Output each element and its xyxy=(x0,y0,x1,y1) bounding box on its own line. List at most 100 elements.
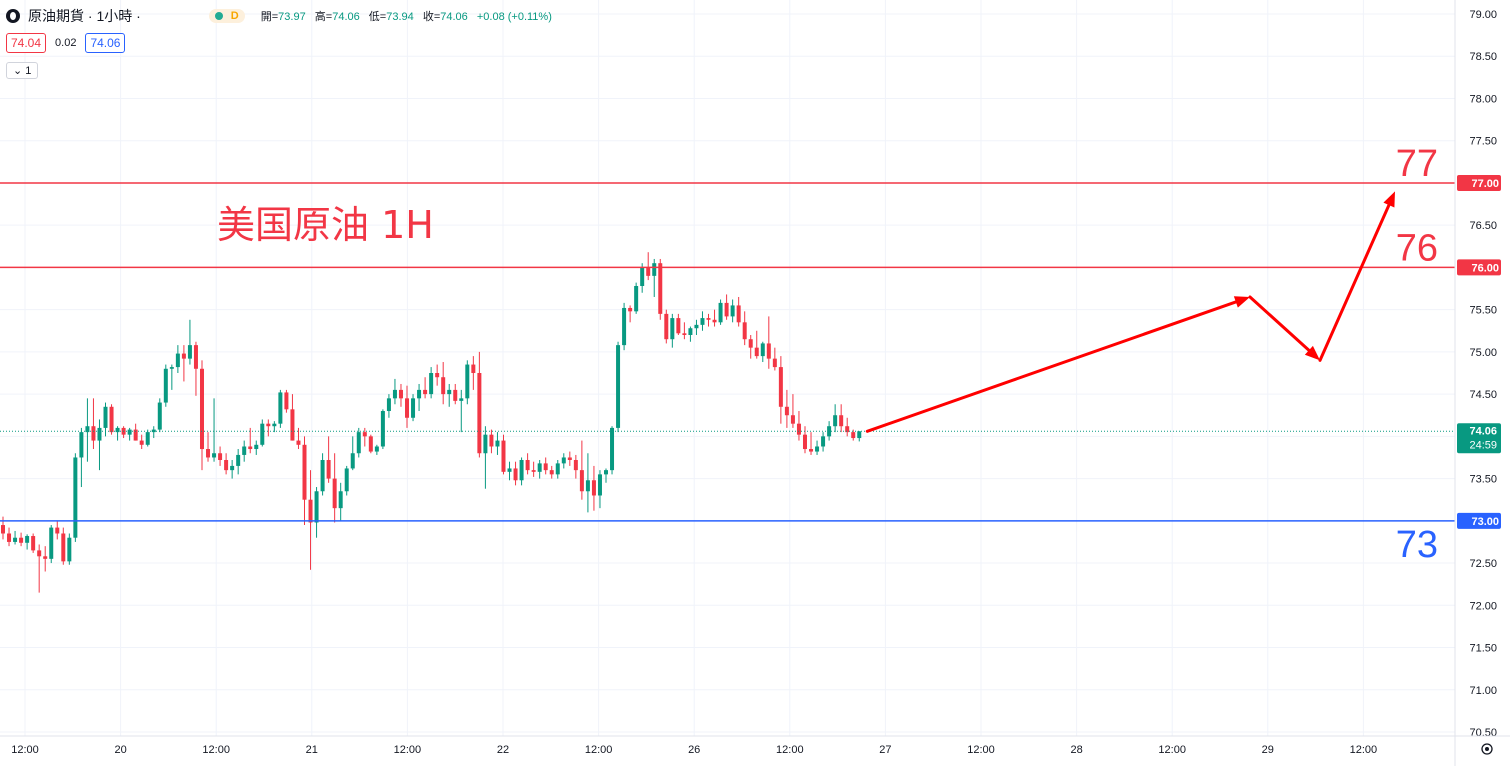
time-tick-label: 27 xyxy=(879,744,891,756)
candle-body xyxy=(796,423,801,435)
candle-body xyxy=(712,319,717,323)
price-tick-label: 75.00 xyxy=(1469,347,1497,359)
candle-body xyxy=(417,389,422,399)
forecast-segment xyxy=(865,300,1238,433)
candle-body xyxy=(616,345,621,428)
symbol-legend: 原油期貨 · 1小時 · D 開=73.97 高=74.06 低=73.94 收… xyxy=(6,6,558,26)
candle-body xyxy=(139,440,144,445)
time-tick-label: 12:00 xyxy=(11,744,39,756)
candle-body xyxy=(591,480,596,496)
candle-body xyxy=(272,423,277,427)
last-price-tag[interactable] xyxy=(1457,423,1501,454)
time-tick-label: 12:00 xyxy=(967,744,995,756)
candle-body xyxy=(109,406,114,433)
candle-body xyxy=(507,468,512,472)
candle-body xyxy=(465,364,470,399)
candle-body xyxy=(561,457,566,464)
candle-body xyxy=(212,453,217,458)
market-open-icon xyxy=(214,12,223,20)
candle-body xyxy=(73,457,78,538)
level-price-label: 73.00 xyxy=(1471,516,1499,528)
candle-body xyxy=(664,313,669,340)
candle-body xyxy=(260,423,265,445)
chart-grid xyxy=(0,0,1455,736)
candle-body xyxy=(694,324,699,329)
candle-body xyxy=(730,305,735,317)
chart-title: 美国原油 1H xyxy=(217,203,434,247)
candle-body xyxy=(380,411,385,447)
candle-body xyxy=(851,432,856,439)
price-tick-label: 78.00 xyxy=(1469,93,1497,105)
candle-body xyxy=(199,368,204,450)
price-tick-label: 73.50 xyxy=(1469,474,1497,486)
candle-body xyxy=(809,449,814,452)
candle-body xyxy=(742,322,747,340)
candle-body xyxy=(236,454,241,466)
candle-body xyxy=(429,373,434,395)
symbol-title[interactable]: 原油期貨 · 1小時 · xyxy=(28,8,141,24)
candle-body xyxy=(736,305,741,323)
candle-body xyxy=(839,415,844,427)
candle-body xyxy=(845,426,850,433)
candle-body xyxy=(676,318,681,334)
candle-body xyxy=(19,537,24,543)
forecast-arrowhead xyxy=(1383,191,1395,208)
candle-body xyxy=(163,368,168,403)
candle-body xyxy=(441,377,446,395)
horizontal-levels[interactable]: 77 76 73 xyxy=(0,143,1455,566)
candle-body xyxy=(784,406,789,416)
candle-body xyxy=(790,415,795,424)
sell-button[interactable]: 74.04 xyxy=(6,33,47,53)
candle-body xyxy=(634,285,639,312)
price-axis[interactable]: 79.00 78.50 78.00 77.50 77.00 76.50 76.00 75.50… xyxy=(1454,0,1501,766)
ohlc-values: 開=73.97 高=74.06 低=73.94 收=74.06 +0.08 (+… xyxy=(261,8,558,24)
candle-body xyxy=(585,480,590,492)
candle-body xyxy=(85,426,90,433)
candle-body xyxy=(392,389,397,399)
candle-body xyxy=(55,527,60,534)
forecast-segment xyxy=(1318,203,1391,362)
market-status-badge[interactable]: D xyxy=(208,9,245,23)
candle-body xyxy=(254,444,259,450)
buy-button[interactable]: 74.06 xyxy=(85,33,126,53)
candle-body xyxy=(230,465,235,471)
level-price-label: 76.00 xyxy=(1471,262,1499,274)
settings-icon[interactable] xyxy=(1481,743,1493,755)
candle-body xyxy=(362,432,367,437)
indicators-toggle-button[interactable]: ⌄ 1 xyxy=(6,62,39,79)
candle-body xyxy=(700,318,705,325)
candle-body xyxy=(157,402,162,430)
close-label: 收= xyxy=(422,11,441,23)
candle-body xyxy=(772,358,777,368)
chevron-down-icon: ⌄ xyxy=(13,65,23,77)
candle-body xyxy=(49,527,54,559)
forecast-segment xyxy=(1248,295,1311,352)
open-label: 開= xyxy=(260,11,279,23)
candle-body xyxy=(435,373,440,378)
price-tick-label: 72.00 xyxy=(1469,600,1497,612)
candle-body xyxy=(857,431,862,439)
candle-body xyxy=(471,364,476,373)
forecast-arrow xyxy=(865,191,1395,433)
candle-body xyxy=(748,339,753,348)
symbol-logo-icon xyxy=(6,9,20,23)
candle-body xyxy=(326,460,331,479)
level-price-tag xyxy=(1457,512,1501,529)
candle-body xyxy=(766,343,771,359)
candle-body xyxy=(640,267,645,286)
time-axis[interactable]: 12:00 20 12:00 21 12:00 22 12:00 26 12:00 27 12:00… xyxy=(0,735,1510,756)
candle-body xyxy=(706,318,711,320)
candlestick-series xyxy=(0,252,1455,593)
candle-body xyxy=(682,333,687,335)
candle-body xyxy=(597,474,602,496)
candle-body xyxy=(314,491,319,523)
high-value: 74.06 xyxy=(332,11,360,23)
time-tick-label: 12:00 xyxy=(1158,744,1186,756)
level-annotation: 77 xyxy=(1396,143,1438,185)
candle-body xyxy=(411,398,416,418)
level-annotation: 73 xyxy=(1396,524,1438,566)
candle-body xyxy=(573,460,578,471)
candle-body xyxy=(1,525,5,534)
time-tick-label: 12:00 xyxy=(776,744,804,756)
